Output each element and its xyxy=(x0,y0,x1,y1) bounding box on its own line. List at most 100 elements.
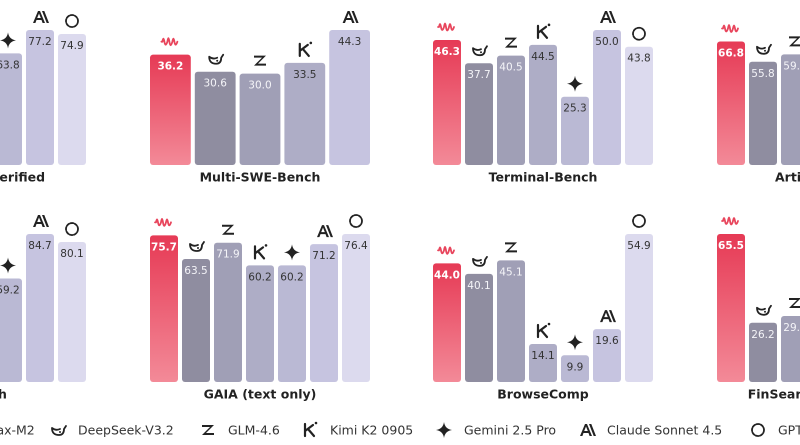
icon-star xyxy=(567,75,583,92)
value-label: 60.2 xyxy=(248,271,271,283)
bar xyxy=(284,62,326,165)
bar xyxy=(433,263,461,382)
model-icon xyxy=(189,241,205,252)
value-label: 63.5 xyxy=(184,265,207,277)
model-icon xyxy=(536,23,551,39)
model-icon xyxy=(253,244,268,260)
value-label: 59.8 xyxy=(783,60,800,72)
bar xyxy=(749,61,777,165)
value-label: 77.2 xyxy=(28,36,51,48)
value-label: 14.1 xyxy=(531,350,554,362)
value-label: 45.1 xyxy=(499,266,522,278)
icon-wave xyxy=(154,217,172,227)
bar xyxy=(0,278,22,382)
model-icon xyxy=(756,43,772,55)
icon-k xyxy=(253,245,266,260)
icon-openai xyxy=(65,14,79,28)
model-icon xyxy=(51,425,67,436)
icon-anthropic xyxy=(600,11,616,23)
bar xyxy=(150,54,191,165)
icon-wave xyxy=(721,24,739,33)
value-label: 30.0 xyxy=(248,80,271,92)
icon-star xyxy=(567,334,583,351)
legend-label: GLM-4.6 xyxy=(228,423,280,438)
icon-whale xyxy=(208,53,225,65)
bar xyxy=(561,355,589,382)
model-icon xyxy=(254,55,266,66)
model-icon xyxy=(0,257,16,274)
bar xyxy=(497,55,525,165)
model-icon xyxy=(160,37,179,47)
bar xyxy=(749,322,777,382)
icon-z xyxy=(254,55,266,66)
icon-anthropic xyxy=(33,11,49,23)
value-label: 40.1 xyxy=(467,280,490,292)
icon-star xyxy=(436,422,452,438)
model-icon xyxy=(154,217,172,227)
model-icon xyxy=(208,53,225,65)
panel-title: SWE-bench Verified xyxy=(0,170,45,185)
model-icon xyxy=(33,215,49,227)
model-icon xyxy=(472,255,488,267)
model-icon xyxy=(751,423,765,437)
icon-dot xyxy=(314,421,318,425)
value-label: 46.3 xyxy=(434,46,460,58)
bar xyxy=(561,96,589,165)
value-label: 40.5 xyxy=(499,62,522,74)
model-icon xyxy=(65,14,79,28)
value-label: 66.8 xyxy=(718,47,744,59)
model-icon xyxy=(472,45,488,57)
icon-whale xyxy=(756,304,772,316)
icon-whale xyxy=(472,45,488,57)
icon-z xyxy=(505,242,517,253)
icon-anthropic xyxy=(600,310,616,323)
icon-wave xyxy=(721,216,739,226)
icon-eye xyxy=(764,49,766,52)
icon-wave xyxy=(160,37,179,47)
legend-label: DeepSeek-V3.2 xyxy=(78,423,174,438)
icon-dot xyxy=(309,41,313,45)
value-label: 44.0 xyxy=(434,269,460,281)
icon-star xyxy=(0,257,16,274)
icon-anthropic xyxy=(317,225,333,238)
bar xyxy=(278,265,306,382)
icon-k xyxy=(536,323,549,339)
model-icon xyxy=(65,222,79,236)
value-label: 26.2 xyxy=(751,329,774,341)
icon-openai xyxy=(751,423,765,437)
icon-wave xyxy=(437,245,455,255)
icon-whale xyxy=(756,43,772,55)
icon-openai xyxy=(65,222,79,236)
icon-whale xyxy=(472,255,488,267)
panel-title: Multi-SWE-Bench xyxy=(200,170,321,185)
bar xyxy=(497,260,525,382)
model-icon xyxy=(317,225,333,238)
legend-label: MiniMax-M2 xyxy=(0,423,35,438)
value-label: 63.8 xyxy=(0,59,20,71)
model-icon xyxy=(349,214,363,228)
bar xyxy=(194,71,236,165)
value-label: 29.2 xyxy=(783,322,800,334)
model-icon xyxy=(567,75,583,92)
legend-label: GPT-5 (thinking) xyxy=(778,423,800,438)
panel-title: GAIA (text only) xyxy=(204,387,317,402)
icon-anthropic xyxy=(342,11,359,23)
value-label: 54.9 xyxy=(627,240,650,252)
bar xyxy=(529,343,557,382)
model-icon xyxy=(600,11,616,23)
bar xyxy=(246,265,274,382)
icon-k xyxy=(298,42,310,58)
bar xyxy=(717,234,745,382)
value-label: 80.1 xyxy=(60,248,83,260)
model-icon xyxy=(0,32,16,49)
model-icon xyxy=(567,334,583,351)
icon-eye xyxy=(764,310,766,313)
icon-anthropic xyxy=(33,215,49,227)
value-label: 59.2 xyxy=(0,285,20,297)
model-icon xyxy=(437,22,455,32)
icon-k xyxy=(536,24,549,39)
model-icon xyxy=(756,304,772,316)
icon-star xyxy=(284,244,300,261)
value-label: 33.5 xyxy=(293,69,316,81)
model-icon xyxy=(303,421,318,438)
